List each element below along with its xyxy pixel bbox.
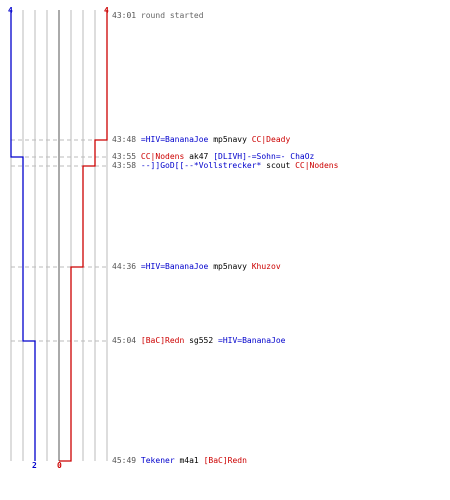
event-time: 44:36: [112, 262, 137, 271]
red-end-count: 0: [57, 461, 62, 470]
event-row: 43:48 =HIV=BananaJoe mp5navy CC|Deady: [112, 135, 290, 144]
event-killer: CC|Nodens: [140, 152, 185, 161]
event-victim: [BaC]Redn: [203, 456, 247, 465]
event-row: 43:55 CC|Nodens ak47 [DLIVH]-=Sohn=- Cha…: [112, 152, 314, 161]
event-time: 43:55: [112, 152, 137, 161]
red-start-count: 4: [104, 6, 109, 15]
blue-start-count: 4: [8, 6, 13, 15]
series-line-red: [59, 10, 108, 462]
event-killer: [BaC]Redn: [140, 336, 185, 345]
event-time: 43:48: [112, 135, 137, 144]
event-killer: --]]GoD[[--*Vollstrecker*: [140, 161, 262, 170]
event-weapon: ak47: [189, 152, 209, 161]
event-row: 43:01 round started: [112, 11, 204, 20]
event-time: 43:01: [112, 11, 137, 20]
event-victim: =HIV=BananaJoe: [218, 336, 286, 345]
event-victim: [DLIVH]-=Sohn=- ChaOz: [213, 152, 315, 161]
event-victim: CC|Deady: [251, 135, 291, 144]
event-row: 44:36 =HIV=BananaJoe mp5navy Khuzov: [112, 262, 281, 271]
event-weapon: mp5navy: [213, 135, 247, 144]
event-killer: Tekener: [140, 456, 175, 465]
event-weapon: m4a1: [179, 456, 199, 465]
event-row: 43:58 --]]GoD[[--*Vollstrecker* scout CC…: [112, 161, 338, 170]
event-killer: =HIV=BananaJoe: [140, 135, 209, 144]
blue-end-count: 2: [32, 461, 37, 470]
event-time: 43:58: [112, 161, 137, 170]
event-weapon: mp5navy: [213, 262, 247, 271]
series-line-blue: [10, 10, 36, 461]
event-weapon: scout: [266, 161, 291, 170]
event-weapon: sg552: [189, 336, 214, 345]
event-note: round started: [140, 11, 204, 20]
event-killer: =HIV=BananaJoe: [140, 262, 209, 271]
event-row: 45:49 Tekener m4a1 [BaC]Redn: [112, 456, 247, 465]
event-time: 45:04: [112, 336, 137, 345]
event-victim: CC|Nodens: [295, 161, 339, 170]
event-victim: Khuzov: [251, 262, 281, 271]
event-time: 45:49: [112, 456, 137, 465]
event-row: 45:04 [BaC]Redn sg552 =HIV=BananaJoe: [112, 336, 285, 345]
